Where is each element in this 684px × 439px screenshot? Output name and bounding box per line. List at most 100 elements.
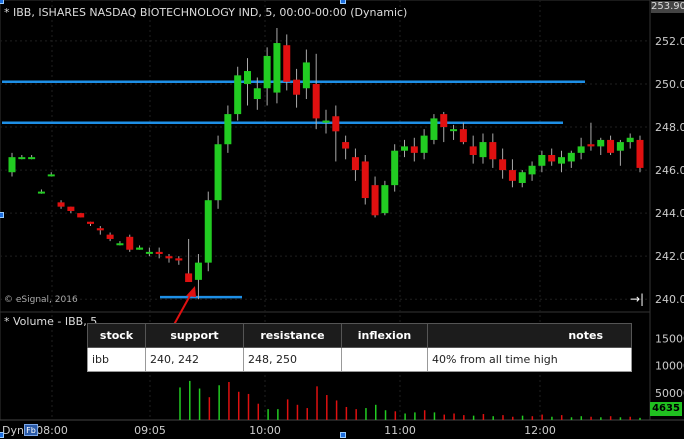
cell-notes: 40% from all time high xyxy=(427,347,632,372)
candle-up xyxy=(224,114,232,145)
candle-down xyxy=(106,234,114,239)
dyn-toggle-button[interactable]: Fb xyxy=(24,424,38,436)
header-support: support xyxy=(145,323,244,348)
candle-up xyxy=(567,152,575,162)
candle-up xyxy=(391,150,399,186)
candle-down xyxy=(175,258,183,261)
candle-up xyxy=(450,129,458,132)
header-resistance: resistance xyxy=(243,323,342,348)
candle-down xyxy=(459,129,467,143)
price-tick-label: 252.00 xyxy=(655,35,684,48)
candle-down xyxy=(469,146,477,155)
price-tick-label: 244.00 xyxy=(655,207,684,220)
cell-stock: ibb xyxy=(87,347,146,372)
table-header-row: stock support resistance inflexion notes xyxy=(87,323,632,348)
price-tick-label: 242.00 xyxy=(655,250,684,263)
candle-up xyxy=(401,146,408,151)
candle-up xyxy=(253,88,261,100)
candle-up xyxy=(597,139,605,147)
candle-down xyxy=(332,116,340,132)
candle-down xyxy=(293,79,301,95)
selection-handle[interactable] xyxy=(0,432,4,438)
candle-up xyxy=(577,146,585,153)
cell-support: 240, 242 xyxy=(145,347,244,372)
time-tick-label: 08:00 xyxy=(36,424,68,437)
candle-down xyxy=(312,83,320,119)
price-tick-label: 250.00 xyxy=(655,78,684,91)
candle-down xyxy=(361,161,369,199)
candle-up xyxy=(234,75,242,115)
candle-down xyxy=(155,251,163,255)
time-tick-label: 09:05 xyxy=(134,424,166,437)
last-price-badge: 253.90 xyxy=(651,1,684,13)
candle-up xyxy=(479,142,487,158)
candle-up xyxy=(302,62,310,89)
header-inflexion: inflexion xyxy=(341,323,428,348)
candle-down xyxy=(607,139,615,153)
candle-down xyxy=(489,142,497,160)
candle-up xyxy=(616,142,624,151)
selection-handle[interactable] xyxy=(0,0,4,4)
candle-down xyxy=(165,256,173,259)
time-tick-label: 12:00 xyxy=(524,424,556,437)
table-row: ibb 240, 242 248, 250 40% from all time … xyxy=(87,347,632,372)
selection-handle[interactable] xyxy=(0,212,4,218)
cell-resistance: 248, 250 xyxy=(243,347,342,372)
header-notes: notes xyxy=(427,323,632,348)
candle-up xyxy=(538,155,546,166)
chart-title: * IBB, ISHARES NASDAQ BIOTECHNOLOGY IND,… xyxy=(4,6,408,19)
candle-down xyxy=(636,139,644,168)
candle-up xyxy=(381,185,389,214)
candle-up xyxy=(28,157,36,160)
time-tick-label: 11:00 xyxy=(384,424,416,437)
candle-up xyxy=(430,118,438,140)
candle-down xyxy=(440,114,448,128)
candle-down xyxy=(67,206,75,211)
candle-up xyxy=(420,135,428,153)
volume-tick-label: 100000 xyxy=(655,360,684,373)
candle-down xyxy=(342,142,350,149)
candle-down xyxy=(587,144,595,147)
candle-up xyxy=(263,55,271,89)
price-tick-label: 240.00 xyxy=(655,293,684,306)
candle-down xyxy=(548,155,556,162)
watermark: © eSignal, 2016 xyxy=(4,295,78,305)
selection-handle[interactable] xyxy=(340,0,346,4)
jump-to-end-button[interactable]: →| xyxy=(630,292,645,306)
annotation-arrowhead xyxy=(186,286,196,297)
candle-down xyxy=(283,45,291,82)
candle-down xyxy=(57,202,65,207)
candle-down xyxy=(185,273,193,283)
candle-up xyxy=(558,157,565,164)
candle-down xyxy=(96,228,104,231)
price-tick-label: 248.00 xyxy=(655,121,684,134)
candle-up xyxy=(518,172,526,183)
candle-up xyxy=(214,144,222,201)
volume-pane-title: * Volume - IBB, 5 xyxy=(4,315,98,328)
price-tick-label: 246.00 xyxy=(655,164,684,177)
selection-handle[interactable] xyxy=(340,432,346,438)
candle-up xyxy=(322,120,330,123)
candle-up xyxy=(244,71,251,84)
dyn-label: Dyn xyxy=(2,424,24,437)
candle-down xyxy=(499,159,507,171)
candle-down xyxy=(126,236,134,250)
candle-up xyxy=(194,262,202,280)
candle-up xyxy=(136,247,144,250)
volume-tick-label: 50000 xyxy=(655,387,684,400)
volume-tick-label: 150000 xyxy=(655,333,684,346)
candle-down xyxy=(410,146,418,153)
candle-up xyxy=(116,243,124,246)
candle-up xyxy=(273,43,281,93)
last-volume-badge: 4635 xyxy=(650,402,682,416)
levels-table: stock support resistance inflexion notes… xyxy=(87,323,632,372)
candle-down xyxy=(371,185,379,216)
candle-up xyxy=(145,251,153,254)
candle-up xyxy=(528,165,536,175)
candle-up xyxy=(37,191,45,194)
candle-up xyxy=(47,174,55,177)
cell-inflexion xyxy=(341,347,428,372)
candle-down xyxy=(87,221,94,224)
candle-up xyxy=(204,200,212,263)
